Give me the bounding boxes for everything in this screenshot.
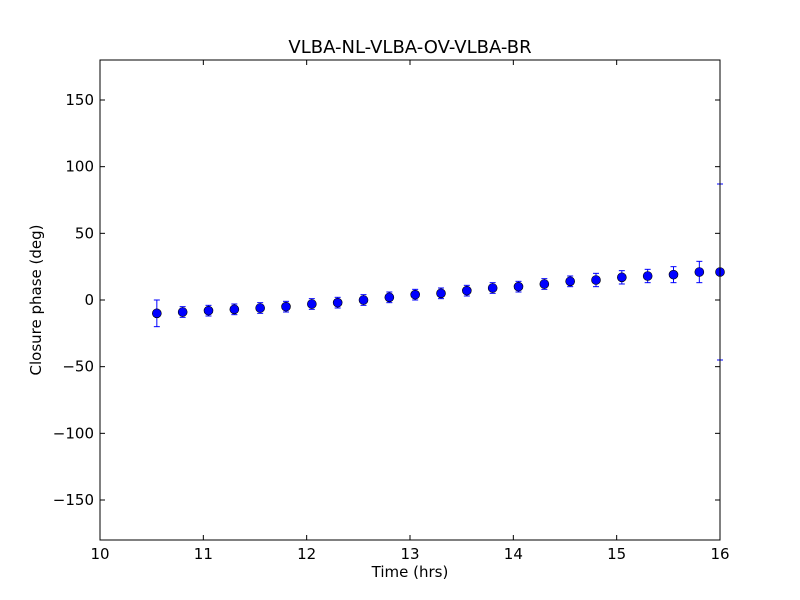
data-point xyxy=(694,267,705,277)
x-tick-label: 12 xyxy=(297,545,316,563)
data-point xyxy=(152,308,162,319)
data-point xyxy=(591,275,601,285)
y-tick-label: −50 xyxy=(62,358,94,376)
data-point xyxy=(307,299,317,309)
x-tick-label: 14 xyxy=(504,545,523,563)
x-axis-ticks: 10 11 12 13 14 15 16 xyxy=(90,60,730,563)
chart-title: VLBA-NL-VLBA-OV-VLBA-BR xyxy=(288,37,531,58)
data-point xyxy=(229,304,240,315)
data-point xyxy=(358,295,369,305)
x-tick-label: 16 xyxy=(710,545,729,563)
data-point xyxy=(203,305,214,316)
data-point xyxy=(617,272,627,283)
data-point xyxy=(177,307,188,317)
data-point xyxy=(462,285,472,296)
x-tick-label: 13 xyxy=(400,545,419,563)
x-axis-label: Time (hrs) xyxy=(371,563,449,581)
y-tick-label: 0 xyxy=(84,291,94,309)
data-point xyxy=(668,269,679,280)
data-point xyxy=(642,271,653,281)
data-point xyxy=(281,301,291,312)
y-axis-label: Closure phase (deg) xyxy=(27,225,45,376)
y-tick-label: 50 xyxy=(75,224,94,242)
x-tick-label: 10 xyxy=(90,545,109,563)
x-tick-label: 15 xyxy=(607,545,626,563)
data-point xyxy=(410,289,420,300)
y-tick-label: 150 xyxy=(65,91,94,109)
y-tick-label: −150 xyxy=(53,491,94,509)
data-point xyxy=(513,281,524,292)
data-point xyxy=(539,279,550,289)
y-tick-label: −100 xyxy=(53,424,94,442)
data-point xyxy=(332,297,343,308)
y-axis-ticks: −150 −100 −50 0 50 100 150 xyxy=(53,91,720,509)
data-point xyxy=(565,276,575,287)
data-point xyxy=(436,288,446,299)
x-tick-label: 11 xyxy=(194,545,213,563)
data-point xyxy=(255,303,265,313)
data-point xyxy=(384,292,395,303)
y-tick-label: 100 xyxy=(65,158,94,176)
data-point xyxy=(487,283,498,293)
